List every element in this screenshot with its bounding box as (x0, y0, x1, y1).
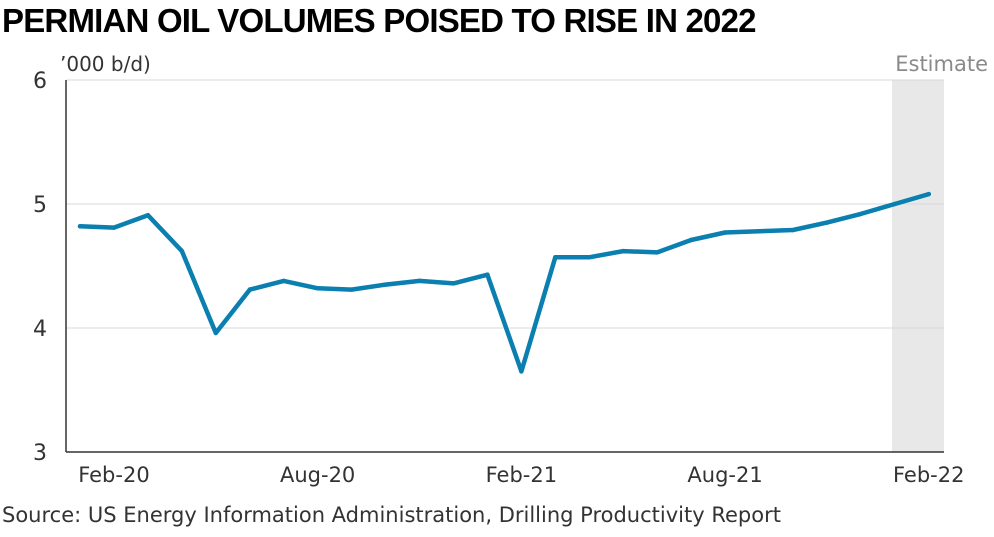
data-point-May-20 (213, 330, 218, 336)
data-point-Jan-21 (485, 272, 490, 277)
data-point-Apr-21 (587, 255, 592, 260)
x-tick-label: Aug-20 (280, 463, 355, 487)
y-tick-label: 6 (33, 69, 47, 94)
estimate-band (892, 80, 944, 452)
x-tick-labels: Feb-20 Aug-20 Feb-21 Aug-21 Feb-22 (78, 463, 964, 487)
x-tick-label: Feb-22 (893, 463, 964, 487)
x-tick-label: Feb-21 (486, 463, 557, 487)
gridlines (65, 79, 944, 453)
x-tick-label: Aug-21 (687, 463, 762, 487)
data-point-Jul-21 (688, 237, 694, 243)
data-point-Dec-20 (451, 281, 456, 286)
data-point-Feb-21 (519, 369, 524, 374)
y-tick-label: 3 (33, 441, 47, 466)
data-point-Aug-20 (315, 286, 320, 291)
data-point-Nov-21 (824, 220, 830, 225)
chart-title: PERMIAN OIL VOLUMES POISED TO RISE IN 20… (2, 2, 757, 39)
y-tick-label: 4 (33, 317, 47, 342)
data-point-Aug-21 (722, 230, 728, 235)
y-tick-labels: 6 5 4 3 (33, 69, 47, 466)
data-point-Sep-20 (349, 287, 354, 292)
series-line (77, 191, 932, 374)
estimate-label: Estimate (895, 52, 988, 76)
data-point-Jan-22 (892, 201, 897, 207)
data-point-Oct-21 (790, 227, 796, 233)
data-point-Dec-21 (858, 211, 864, 217)
data-point-Feb-20 (111, 225, 117, 230)
data-point-Mar-20 (145, 212, 151, 218)
data-point-Jan-20 (77, 224, 83, 229)
y-axis-unit-label: ’000 b/d) (60, 52, 151, 76)
y-tick-label: 5 (33, 193, 47, 218)
data-point-Oct-20 (383, 282, 388, 287)
x-tick-label: Feb-20 (78, 463, 149, 487)
data-point-Nov-20 (417, 278, 422, 284)
data-point-May-21 (621, 248, 626, 254)
data-point-Apr-20 (179, 248, 185, 254)
source-note: Source: US Energy Information Administra… (2, 503, 781, 527)
data-points (77, 191, 931, 374)
data-point-Jun-20 (247, 287, 252, 292)
data-point-Feb-22 (926, 191, 931, 197)
data-point-Jun-21 (654, 250, 660, 255)
data-point-Mar-21 (553, 255, 558, 260)
data-point-Sep-21 (756, 229, 762, 234)
data-point-Jul-20 (281, 278, 286, 284)
